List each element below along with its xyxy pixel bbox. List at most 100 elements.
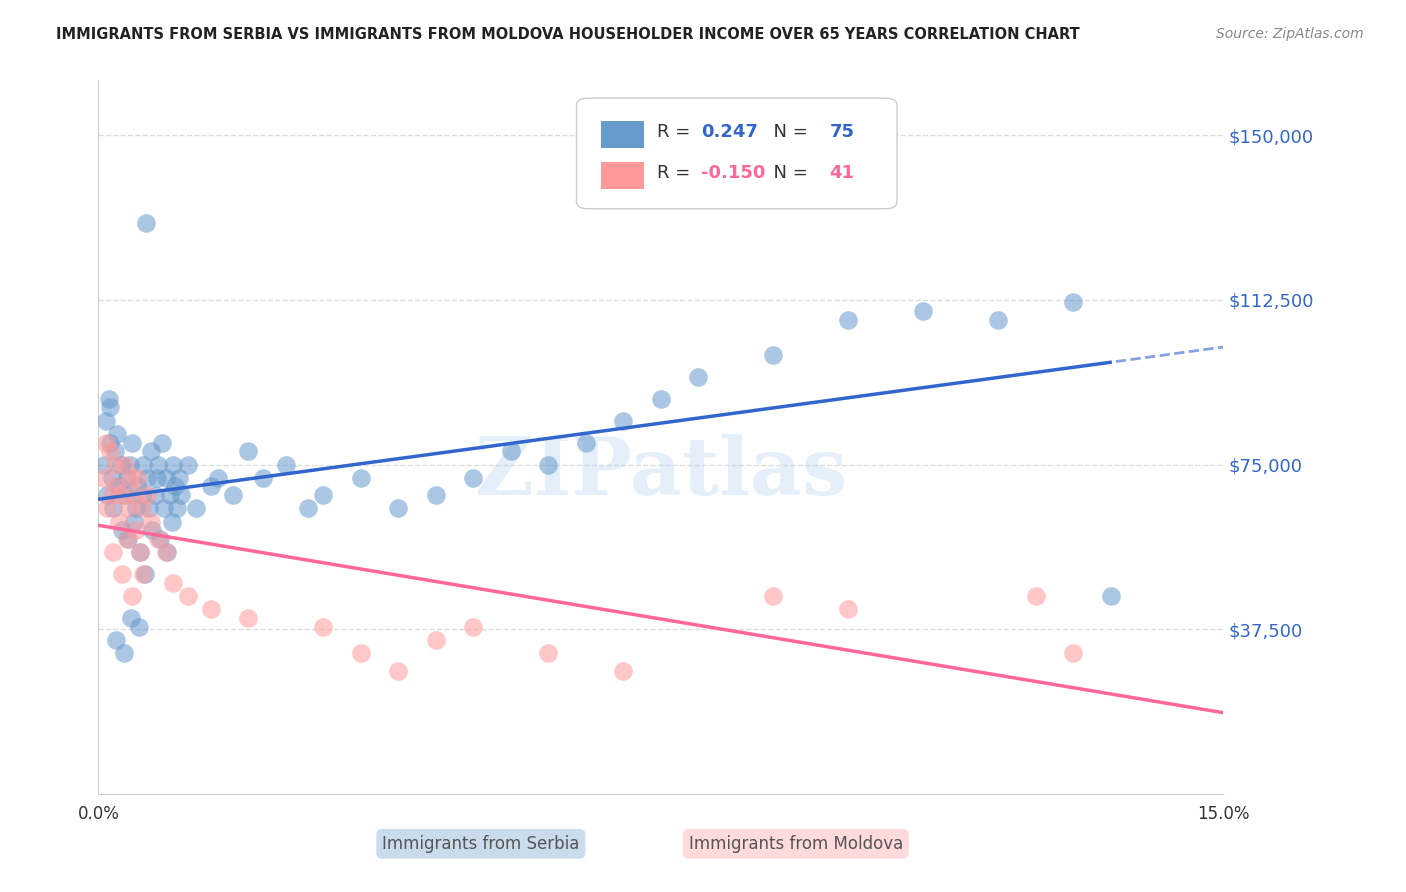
Point	[184, 501, 207, 516]
Point	[136, 488, 159, 502]
Point	[650, 392, 672, 406]
Point	[139, 444, 162, 458]
Point	[153, 501, 176, 516]
Point	[103, 501, 125, 516]
Point	[104, 444, 127, 458]
Point	[121, 435, 143, 450]
Text: Immigrants from Moldova: Immigrants from Moldova	[689, 835, 903, 853]
Point	[222, 488, 245, 502]
Point	[124, 488, 146, 502]
Point	[463, 620, 485, 634]
Point	[136, 471, 159, 485]
Point	[135, 216, 157, 230]
Point	[762, 348, 785, 362]
Point	[96, 501, 118, 516]
Point	[124, 515, 146, 529]
Point	[115, 471, 138, 485]
Text: N =: N =	[762, 164, 814, 182]
Point	[131, 488, 153, 502]
Point	[162, 458, 184, 472]
Text: 41: 41	[830, 164, 855, 182]
Text: R =: R =	[658, 123, 696, 141]
Point	[101, 488, 124, 502]
Point	[98, 435, 121, 450]
Point	[537, 458, 560, 472]
FancyBboxPatch shape	[576, 98, 897, 209]
Point	[104, 458, 127, 472]
Text: ZIPatlas: ZIPatlas	[475, 434, 846, 512]
Bar	[602, 161, 644, 189]
Point	[688, 369, 710, 384]
Point	[111, 524, 134, 538]
Point	[108, 479, 131, 493]
Point	[170, 488, 193, 502]
Point	[132, 458, 155, 472]
Text: IMMIGRANTS FROM SERBIA VS IMMIGRANTS FROM MOLDOVA HOUSEHOLDER INCOME OVER 65 YEA: IMMIGRANTS FROM SERBIA VS IMMIGRANTS FRO…	[56, 27, 1080, 42]
Point	[94, 435, 117, 450]
Point	[837, 602, 859, 616]
Point	[612, 664, 634, 678]
Point	[312, 488, 335, 502]
Point	[105, 426, 128, 441]
Text: R =: R =	[658, 164, 696, 182]
Text: Source: ZipAtlas.com: Source: ZipAtlas.com	[1216, 27, 1364, 41]
Point	[118, 458, 141, 472]
Point	[98, 444, 121, 458]
Point	[200, 479, 222, 493]
Point	[128, 545, 150, 559]
Point	[110, 458, 132, 472]
Point	[103, 545, 125, 559]
Point	[143, 488, 166, 502]
Point	[200, 602, 222, 616]
Point	[575, 435, 598, 450]
Point	[138, 501, 160, 516]
Point	[160, 515, 183, 529]
Point	[117, 532, 139, 546]
Point	[987, 312, 1010, 326]
Point	[169, 471, 191, 485]
Point	[425, 488, 447, 502]
Point	[387, 664, 409, 678]
Point	[121, 589, 143, 603]
Point	[387, 501, 409, 516]
Point	[139, 515, 162, 529]
Point	[1062, 295, 1084, 310]
Point	[159, 488, 181, 502]
Point	[93, 471, 115, 485]
Point	[150, 435, 173, 450]
Point	[105, 633, 128, 648]
Point	[96, 488, 118, 502]
Point	[612, 414, 634, 428]
Point	[127, 471, 149, 485]
Point	[162, 576, 184, 591]
Point	[100, 401, 122, 415]
Point	[155, 545, 177, 559]
Bar	[602, 121, 644, 148]
Text: 75: 75	[830, 123, 855, 141]
Point	[111, 567, 134, 582]
Point	[114, 488, 136, 502]
Point	[125, 524, 148, 538]
Point	[238, 444, 260, 458]
Point	[762, 589, 785, 603]
Point	[132, 567, 155, 582]
Point	[148, 458, 170, 472]
Point	[149, 532, 172, 546]
Point	[207, 471, 229, 485]
Point	[166, 501, 188, 516]
Point	[463, 471, 485, 485]
Point	[1099, 589, 1122, 603]
Point	[117, 501, 139, 516]
Point	[312, 620, 335, 634]
Point	[297, 501, 319, 516]
Point	[108, 515, 131, 529]
Point	[837, 312, 859, 326]
Text: Immigrants from Serbia: Immigrants from Serbia	[382, 835, 579, 853]
Point	[114, 458, 136, 472]
Point	[120, 611, 142, 625]
Point	[163, 479, 186, 493]
Point	[146, 471, 169, 485]
Point	[101, 471, 124, 485]
Point	[125, 501, 148, 516]
Point	[155, 471, 177, 485]
